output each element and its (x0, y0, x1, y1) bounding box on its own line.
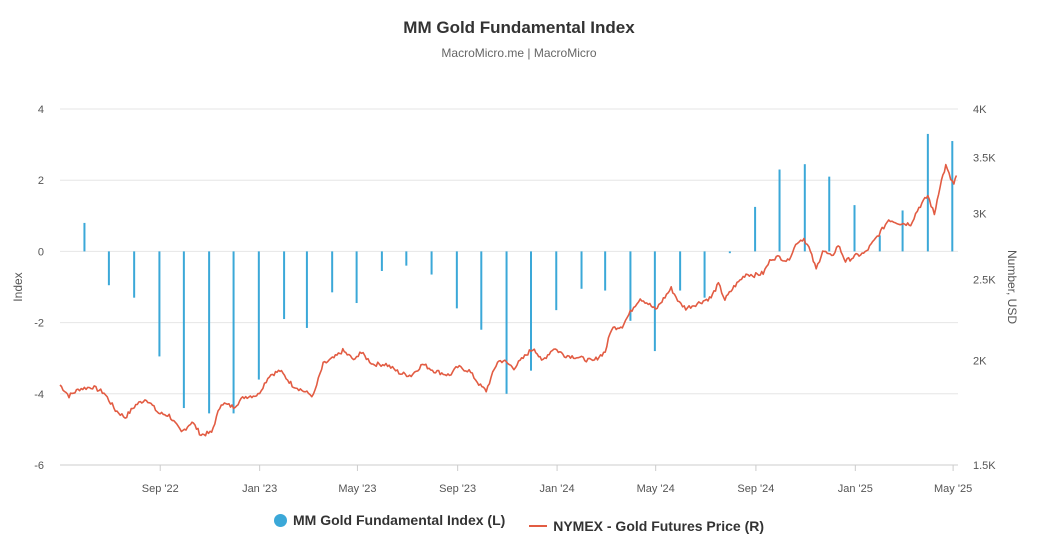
index-bar (778, 169, 781, 252)
right-tick-label: 4K (973, 104, 987, 116)
index-bar (530, 251, 533, 371)
index-bar (430, 251, 433, 275)
index-bar (283, 251, 286, 320)
index-bar (828, 176, 831, 252)
index-bar (653, 251, 656, 352)
left-tick-label: -6 (34, 460, 44, 472)
index-bar (455, 251, 458, 309)
index-bar (305, 251, 308, 328)
index-bar (679, 251, 682, 291)
legend-label-index: MM Gold Fundamental Index (L) (292, 512, 506, 528)
left-tick-label: -4 (34, 389, 44, 401)
index-bar (182, 251, 185, 409)
index-bar (703, 251, 706, 298)
index-bars (83, 133, 954, 414)
x-tick-label: May '25 (934, 483, 972, 495)
index-bar (505, 251, 508, 394)
left-tick-label: 2 (38, 175, 44, 187)
index-bar (926, 133, 929, 252)
index-bar (257, 251, 260, 380)
x-tick-label: Jan '25 (838, 483, 873, 495)
x-tick-label: Jan '24 (540, 483, 575, 495)
x-tick-label: May '24 (637, 483, 675, 495)
index-bar (728, 251, 731, 254)
index-bar (878, 235, 881, 252)
index-bar (803, 164, 806, 252)
legend-item-gold[interactable]: NYMEX - Gold Futures Price (R) (529, 518, 764, 534)
index-bar (853, 205, 856, 252)
chart-title: MM Gold Fundamental Index (403, 18, 635, 37)
right-tick-label: 3K (973, 208, 987, 220)
left-axis-title: Index (11, 272, 25, 301)
legend-label-gold: NYMEX - Gold Futures Price (R) (553, 517, 765, 534)
index-bar (754, 206, 757, 252)
right-tick-label: 1.5K (973, 460, 996, 472)
left-tick-label: 0 (38, 246, 44, 258)
index-bar (629, 251, 632, 321)
x-tick-label: Jan '23 (242, 483, 277, 495)
x-tick-label: Sep '24 (737, 483, 774, 495)
index-bar (405, 251, 408, 266)
index-bar (107, 251, 110, 286)
gold-price-line (59, 163, 958, 437)
index-bar (555, 251, 558, 311)
right-tick-label: 2.5K (973, 275, 996, 287)
legend-item-index[interactable]: MM Gold Fundamental Index (L) (273, 512, 506, 528)
index-bar (951, 141, 954, 252)
index-bar (901, 210, 904, 252)
index-bar (232, 251, 235, 414)
right-tick-label: 2K (973, 356, 987, 368)
legend-line-icon (529, 524, 548, 527)
right-axis-title: Number, USD (1005, 250, 1019, 324)
legend: MM Gold Fundamental Index (L) NYMEX - Go… (0, 512, 1038, 534)
x-axis: Sep '22 Jan '23 May '23 Sep '23 Jan '24 May '… (60, 464, 972, 495)
left-y-axis: 4 2 0 -2 -4 -6 Index (11, 104, 44, 472)
x-tick-label: Sep '23 (439, 483, 476, 495)
right-tick-label: 3.5K (973, 152, 996, 164)
index-bar (380, 251, 383, 271)
gold-price-line-group (59, 163, 958, 437)
gridlines (60, 108, 958, 466)
x-tick-label: Sep '22 (142, 483, 179, 495)
index-bar (604, 251, 607, 291)
index-bar (133, 251, 136, 298)
chart-canvas: Sep '22 Jan '23 May '23 Sep '23 Jan '24 May '… (11, 104, 1019, 495)
index-bar (580, 251, 583, 289)
left-tick-label: -2 (34, 318, 44, 330)
index-bar (83, 222, 86, 252)
index-bar (208, 251, 211, 414)
index-bar (158, 251, 161, 357)
right-y-axis: 4K 3.5K 3K 2.5K 2K 1.5K Number, USD (973, 104, 1019, 472)
x-tick-label: May '23 (338, 483, 376, 495)
index-bar (480, 251, 483, 330)
left-tick-label: 4 (38, 104, 44, 116)
legend-circle-icon (273, 513, 287, 527)
index-bar (331, 251, 334, 293)
chart-subtitle: MacroMicro.me | MacroMicro (441, 46, 597, 60)
index-bar (355, 251, 358, 304)
